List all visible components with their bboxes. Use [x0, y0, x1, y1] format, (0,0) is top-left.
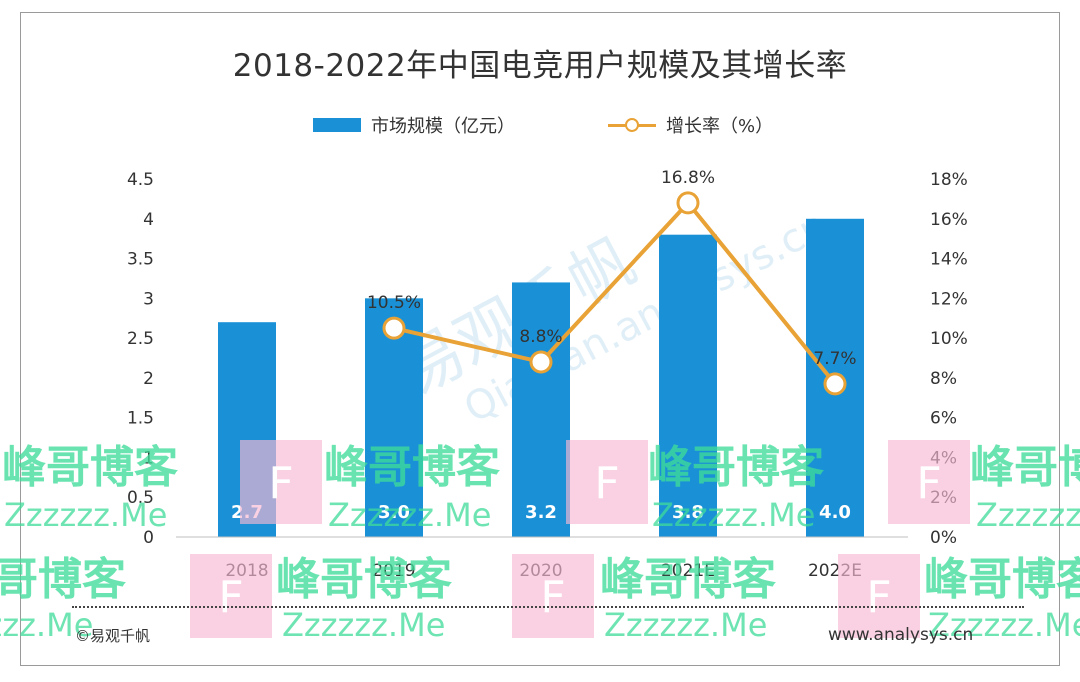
legend-line-swatch: [608, 118, 656, 132]
footer-site-link[interactable]: www.analysys.cn: [828, 625, 974, 645]
watermark-letter: F: [540, 572, 565, 623]
bar-2020: [512, 282, 570, 537]
growth-point-2022E: [823, 372, 847, 396]
analysys-watermark-group: 易观千帆Qianfan.analysys.cn: [387, 202, 835, 432]
growth-value-label: 16.8%: [661, 168, 715, 188]
y-right-tick-label: 0%: [930, 528, 957, 548]
growth-point-2021E: [676, 191, 700, 215]
y-right-tick-label: 18%: [930, 170, 968, 190]
growth-value-label: 8.8%: [519, 327, 562, 347]
legend-bar-label: 市场规模（亿元）: [371, 116, 515, 137]
footer-source: ©易观千帆: [75, 627, 151, 645]
y-left-tick-label: 0.5: [127, 488, 154, 508]
y-left-tick-label: 4.5: [127, 170, 154, 190]
y-left-tick-label: 1.5: [127, 409, 154, 429]
watermark-blog-domain: Zzzzzz.Me: [328, 496, 491, 534]
growth-value-label: 7.7%: [813, 349, 856, 369]
watermark-blog-name: 峰哥博客: [924, 554, 1080, 605]
y-right-tick-label: 14%: [930, 250, 968, 270]
watermark-letter: F: [268, 458, 293, 509]
watermark-letter: F: [594, 458, 619, 509]
bar-value-label: 3.8: [672, 502, 704, 523]
blog-watermark: FFFFFF峰哥博客峰哥博客峰哥博客峰哥博客峰哥博客峰哥博客峰哥博客峰哥博客Zz…: [0, 440, 1080, 644]
x-tick-label: 2019: [372, 561, 415, 581]
legend-item-bar: 市场规模（亿元）: [313, 112, 515, 138]
watermark-blog-name: 峰哥博客: [324, 442, 500, 493]
y-left-tick-label: 2: [143, 369, 154, 389]
y-left-tick-label: 0: [143, 528, 154, 548]
y-left-tick-label: 3.5: [127, 250, 154, 270]
watermark-blog-domain: Zzzzzz.Me: [4, 496, 167, 534]
watermark-letter: F: [916, 458, 941, 509]
y-left-tick-label: 3: [143, 289, 154, 309]
footer-divider: [72, 606, 1024, 608]
watermark-pink-box: [566, 440, 648, 524]
watermark-blog-name: 峰哥博客: [600, 554, 776, 605]
chart-legend: 市场规模（亿元） 增长率（%）: [0, 112, 1080, 140]
watermark-blog-name: 峰哥博客: [648, 442, 824, 493]
watermark-blog-domain: Zzzzzz.Me: [282, 606, 445, 644]
growth-point-2019: [382, 316, 406, 340]
watermark-blog-domain: Zzzzzz.Me: [976, 496, 1080, 534]
y-left-tick-label: 1: [143, 448, 154, 468]
y-left-tick-label: 2.5: [127, 329, 154, 349]
watermark-pink-box: [190, 554, 272, 638]
legend-line-label: 增长率（%）: [666, 116, 774, 137]
watermark-blog-name: 峰哥博客: [0, 554, 126, 605]
bar-value-label: 4.0: [819, 502, 851, 523]
bar-value-label: 3.0: [378, 502, 410, 523]
y-right-tick-label: 16%: [930, 210, 968, 230]
watermark-blog-domain: Zzzzzz.Me: [652, 496, 815, 534]
watermark-pink-box: [888, 440, 970, 524]
watermark-blog-name: 峰哥博客: [2, 442, 178, 493]
watermark-blog-name: 峰哥博客: [970, 442, 1080, 493]
growth-value-label: 10.5%: [367, 293, 421, 313]
watermark-pink-box: [240, 440, 322, 524]
watermark-blog-name: 峰哥博客: [276, 554, 452, 605]
watermark-pink-box: [838, 554, 920, 638]
analysys-watermark: 易观千帆Qianfan.analysys.cn: [387, 202, 835, 432]
growth-line-series: 10.5% 8.8% 16.8% 7.7%: [367, 168, 857, 396]
watermark-blog-domain: Zzzzzz.Me: [928, 606, 1080, 644]
y-right-tick-label: 8%: [930, 369, 957, 389]
watermark-blog-domain: Zzzzzz.Me: [0, 606, 93, 644]
growth-line: [393, 200, 837, 386]
bar-value-label: 3.2: [525, 502, 557, 523]
legend-bar-swatch: [313, 118, 361, 132]
y-right-tick-label: 12%: [930, 289, 968, 309]
y-right-tick-label: 6%: [930, 409, 957, 429]
legend-item-line: 增长率（%）: [608, 112, 773, 138]
y-left-tick-label: 4: [143, 210, 154, 230]
watermark-blog-domain: Zzzzzz.Me: [604, 606, 767, 644]
watermark-letter: F: [218, 572, 243, 623]
x-tick-label: 2021E: [661, 561, 715, 581]
bar-2021E: [659, 234, 717, 537]
watermark-pink-box: [512, 554, 594, 638]
watermark-letter: F: [866, 572, 891, 623]
y-right-tick-label: 10%: [930, 329, 968, 349]
growth-point-2020: [529, 350, 553, 374]
chart-title: 2018-2022年中国电竞用户规模及其增长率: [232, 48, 848, 84]
